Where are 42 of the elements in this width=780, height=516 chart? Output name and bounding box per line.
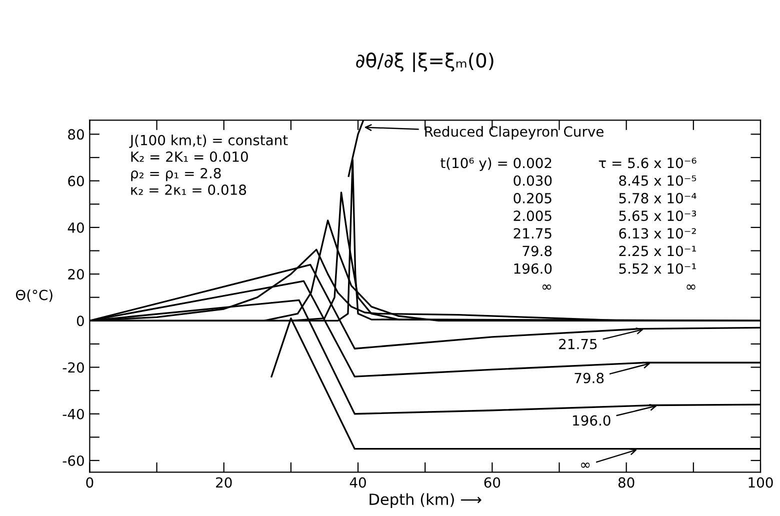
x-tick-label: 20 [216, 477, 232, 488]
annotation: J(100 km,t) = constant [129, 134, 288, 148]
x-tick-label: 60 [484, 477, 500, 488]
annotation: ∞ [581, 462, 590, 468]
annotation: ∞ [542, 284, 552, 290]
y-tick-label: 20 [68, 269, 84, 280]
annotation: 79.8 [574, 372, 604, 384]
y-tick-label: 80 [68, 129, 84, 140]
annotation: 79.8 [522, 246, 552, 256]
y-tick-label: 60 [68, 176, 84, 186]
x-axis-title: Depth (km) ⟶ [370, 493, 482, 508]
y-tick-label: -40 [62, 408, 84, 420]
annotation: τ = 5.6 x 10⁻⁶ [598, 158, 696, 168]
annotation: ∞ [686, 284, 696, 290]
annotation: 5.65 x 10⁻³ [619, 210, 696, 222]
x-tick-label: 100 [748, 477, 773, 488]
y-tick-label: -60 [62, 455, 84, 466]
annotation: Reduced Clapeyron Curve [425, 126, 604, 140]
annotation: K₂ = 2K₁ = 0.010 [131, 151, 248, 162]
annotation: 0.030 [514, 175, 552, 186]
y-tick-label: 0 [76, 316, 84, 326]
annotation: 21.75 [514, 228, 552, 239]
annotation: κ₂ = 2κ₁ = 0.018 [131, 184, 246, 195]
annotation: 2.005 [514, 210, 552, 222]
annotation: 21.75 [559, 338, 597, 350]
annotation: 8.45 x 10⁻⁵ [619, 175, 696, 186]
x-tick-label: 0 [86, 477, 94, 488]
annotation: 6.13 x 10⁻² [619, 228, 696, 239]
annotation: 5.52 x 10⁻¹ [619, 263, 696, 274]
x-tick-label: 80 [618, 477, 634, 488]
y-axis-title: Θ(°C) [16, 289, 52, 302]
y-tick-label: 40 [68, 222, 84, 233]
annotation: 0.205 [514, 192, 552, 204]
annotation: 2.25 x 10⁻¹ [619, 246, 696, 256]
x-tick-label: 40 [350, 477, 366, 488]
annotation: 196.0 [514, 263, 552, 274]
annotation: 5.78 x 10⁻⁴ [619, 192, 696, 204]
y-tick-label: -20 [62, 362, 84, 373]
chart-title: ∂θ/∂ξ |ξ=ξₘ(0) [356, 52, 494, 72]
annotation: t(10⁶ y) = 0.002 [440, 158, 552, 171]
annotation: ρ₂ = ρ₁ = 2.8 [131, 168, 221, 182]
annotation: 196.0 [573, 415, 610, 426]
